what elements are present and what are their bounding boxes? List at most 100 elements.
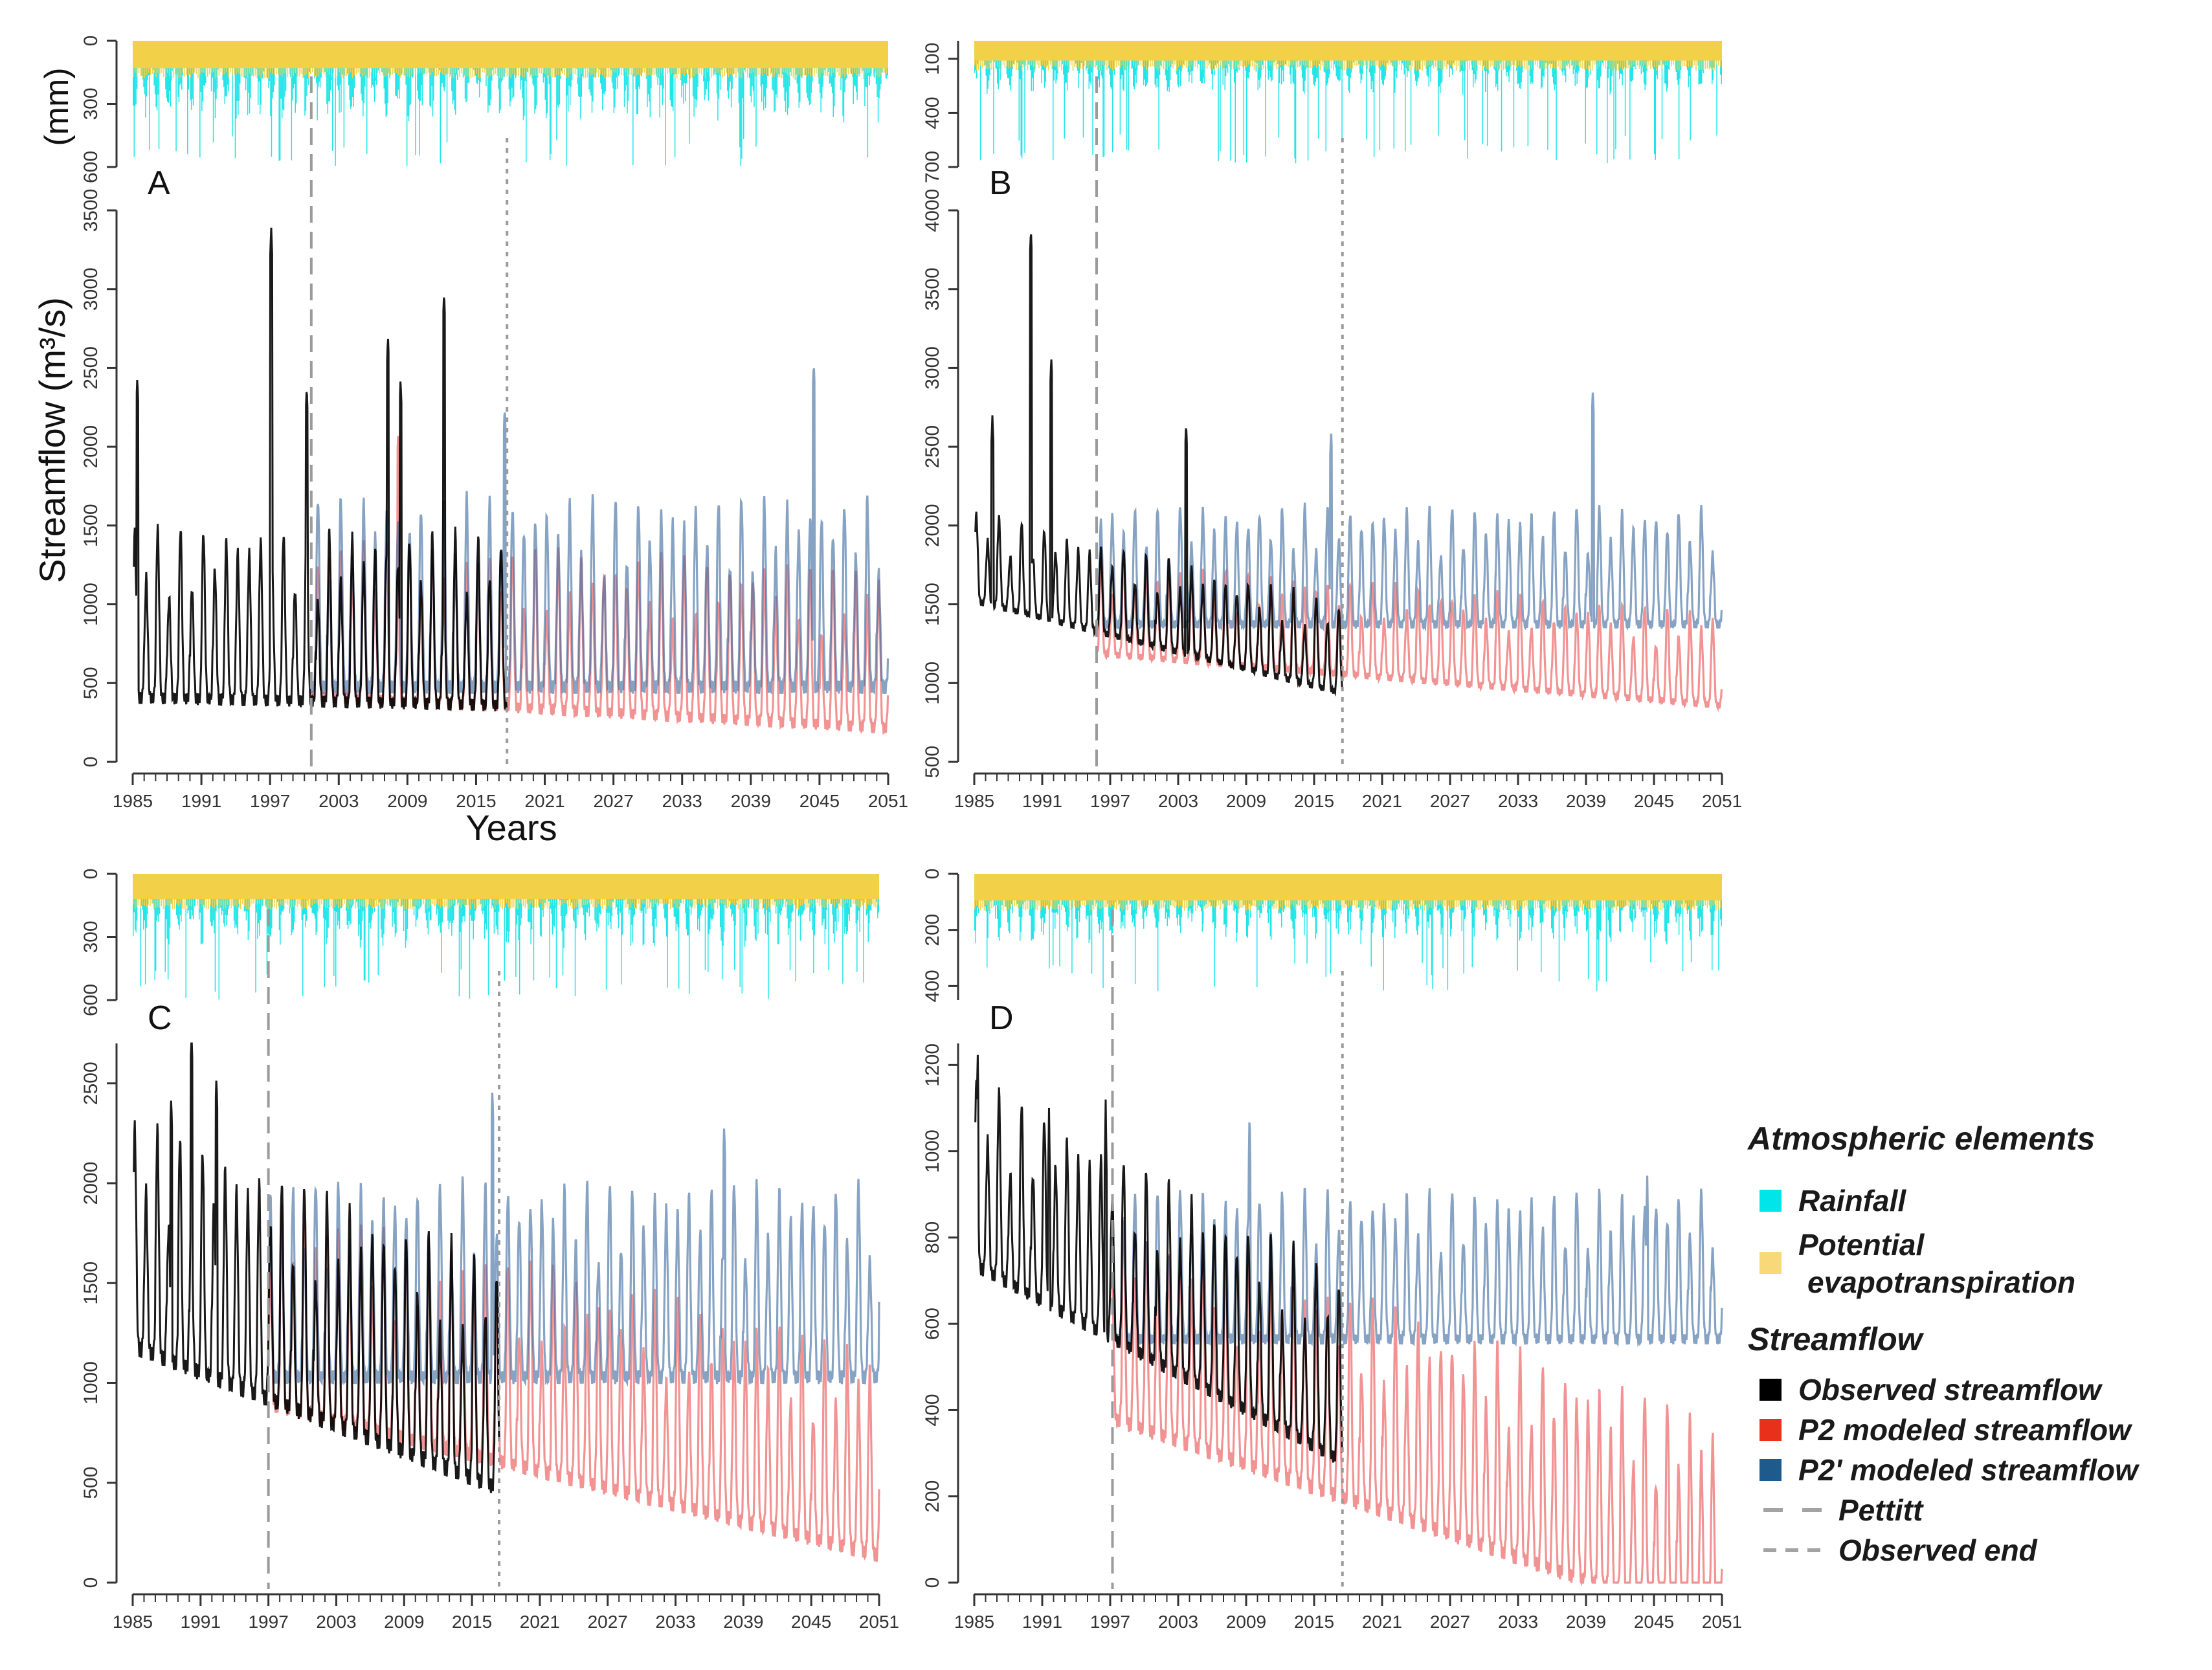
pet-bar — [979, 60, 981, 66]
pet-bar — [777, 899, 779, 906]
pet-bar — [1025, 60, 1027, 66]
pet-bar — [196, 68, 197, 74]
pet-bar — [192, 68, 193, 74]
pet-bar — [730, 68, 731, 74]
pet-bar — [223, 899, 225, 909]
pet-bar — [1065, 60, 1066, 66]
rainfall-bar — [998, 41, 999, 89]
rainfall-bar — [427, 874, 429, 935]
rainfall-bar — [834, 874, 835, 943]
pet-bar — [1301, 900, 1302, 911]
pet-bar — [781, 68, 783, 78]
rainfall-bar — [1090, 41, 1091, 85]
pet-bar — [669, 899, 671, 909]
pet-bar — [1535, 60, 1536, 65]
pet-bar — [279, 68, 281, 76]
pet-bar — [1240, 60, 1242, 66]
pet-bar — [707, 68, 708, 72]
pet-bar — [1282, 900, 1283, 911]
pet-bar — [647, 899, 649, 909]
pet-bar — [1369, 900, 1370, 905]
rainfall-bar — [1541, 41, 1543, 87]
pet-bar — [159, 68, 161, 74]
pet-bar — [1314, 60, 1315, 65]
pet-bar — [1655, 60, 1657, 71]
pet-bar — [1491, 60, 1493, 66]
pet-bar — [180, 68, 182, 78]
pet-bar — [1580, 60, 1581, 68]
rainfall-bar — [1135, 41, 1137, 84]
pet-bar — [588, 68, 590, 72]
pet-bar — [289, 899, 291, 908]
rainfall-bar — [478, 41, 480, 98]
pet-bar — [1539, 60, 1540, 69]
pet-bar — [517, 899, 519, 909]
pet-bar — [1469, 900, 1470, 907]
x-tick-label: 2009 — [387, 791, 427, 811]
pet-bar — [1331, 900, 1332, 911]
pet-bar — [1210, 900, 1212, 907]
pet-bar — [1123, 900, 1124, 909]
pet-bar — [768, 899, 769, 907]
rainfall-bar — [844, 874, 845, 934]
pet-bar — [836, 899, 837, 904]
pet-bar — [385, 68, 386, 77]
pet-bar — [1295, 60, 1297, 70]
rainfall-bar — [1677, 41, 1679, 85]
pet-bar — [295, 899, 296, 906]
pet-bar — [985, 60, 987, 69]
pet-bar — [510, 68, 511, 78]
pet-bar — [1063, 60, 1064, 66]
pet-bar — [1697, 60, 1699, 66]
rainfall-bar — [1700, 41, 1701, 84]
pet-bar — [772, 68, 773, 78]
rainfall-bar — [1304, 41, 1305, 94]
pet-bar — [1359, 900, 1361, 910]
pet-bar — [585, 899, 587, 905]
rainfall-bar — [834, 41, 835, 107]
pet-bar — [199, 68, 201, 74]
rainfall-bar — [1168, 41, 1169, 87]
pet-bar — [359, 68, 361, 74]
rainfall-bar — [809, 41, 810, 106]
rainfall-bar — [1431, 874, 1433, 975]
pet-bar — [978, 900, 979, 908]
pet-bar — [1133, 60, 1134, 66]
pet-bar — [1488, 60, 1489, 70]
pet-bar — [830, 899, 831, 904]
pet-bar — [1629, 60, 1631, 69]
rainfall-bar — [410, 41, 412, 104]
rainfall-bar — [1119, 41, 1121, 135]
rainfall-bar — [708, 874, 709, 935]
rainfall-bar — [504, 874, 506, 981]
rainfall-bar — [135, 874, 137, 933]
pet-bar — [615, 68, 617, 72]
pet-bar — [485, 899, 486, 905]
pet-bar — [247, 899, 249, 909]
pet-bar — [201, 68, 203, 72]
pet-bar — [1088, 900, 1089, 905]
pet-bar — [259, 899, 260, 904]
rainfall-bar — [539, 874, 541, 936]
pet-bar — [594, 68, 596, 78]
rain-axis-title: (mm) — [38, 67, 76, 146]
pet-bar — [249, 68, 251, 74]
pet-bar — [542, 68, 544, 73]
rainfall-bar — [271, 41, 273, 157]
x-tick-label: 2027 — [593, 791, 633, 811]
pet-bar — [1335, 900, 1336, 911]
pet-bar — [462, 899, 464, 905]
pet-bar — [680, 68, 682, 79]
pet-bar — [1486, 60, 1487, 69]
x-tick-label: 2027 — [1430, 791, 1470, 811]
pet-bar — [1251, 60, 1253, 66]
pet-bar — [357, 899, 358, 907]
pet-bar — [392, 68, 394, 74]
pet-bar — [1521, 60, 1523, 65]
rainfall-bar — [508, 874, 509, 943]
pet-bar — [1159, 60, 1161, 69]
rainfall-bar — [763, 41, 765, 111]
pet-bar — [642, 68, 643, 73]
pet-bar — [222, 68, 223, 75]
